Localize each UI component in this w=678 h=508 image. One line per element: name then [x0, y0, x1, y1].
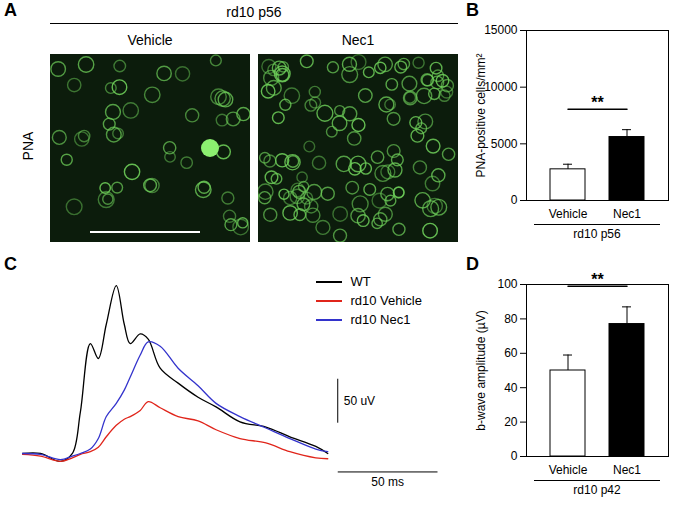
svg-text:0: 0	[511, 449, 518, 463]
svg-text:80: 80	[504, 312, 518, 326]
html-text:C: C	[4, 254, 17, 274]
html-text:B: B	[466, 0, 479, 20]
svg-text:50 ms: 50 ms	[371, 475, 404, 489]
html-text:PNA: PNA	[20, 131, 36, 161]
html-text:rd10 Nec1: rd10 Nec1	[350, 312, 411, 327]
svg-text:40: 40	[504, 381, 518, 395]
svg-text:0: 0	[511, 193, 518, 207]
svg-text:50 uV: 50 uV	[344, 394, 375, 408]
svg-text:20: 20	[504, 415, 518, 429]
svg-text:10000: 10000	[484, 80, 518, 94]
svg-text:PNA-positive cells/mm²: PNA-positive cells/mm²	[474, 53, 488, 177]
svg-text:5000: 5000	[491, 137, 518, 151]
svg-text:15000: 15000	[484, 23, 518, 37]
svg-text:**: **	[591, 271, 604, 288]
html-text:A: A	[4, 0, 17, 20]
svg-text:60: 60	[504, 346, 518, 360]
svg-text:Vehicle: Vehicle	[549, 207, 588, 221]
html-text:rd10 Vehicle: rd10 Vehicle	[350, 293, 422, 308]
html-text:rd10 p56: rd10 p56	[573, 227, 621, 241]
svg-text:Nec1: Nec1	[613, 207, 641, 221]
html-text:D: D	[466, 254, 479, 274]
svg-text:Nec1: Nec1	[613, 463, 641, 477]
html-text:WT: WT	[350, 274, 371, 289]
svg-text:100: 100	[497, 277, 517, 291]
html-text:rd10 p42: rd10 p42	[573, 483, 621, 497]
svg-text:Vehicle: Vehicle	[549, 463, 588, 477]
svg-text:b-wave amplitude (µV): b-wave amplitude (µV)	[474, 310, 488, 430]
html-text:Vehicle: Vehicle	[127, 32, 173, 48]
html-text:rd10 p56: rd10 p56	[226, 4, 282, 20]
html-text:Nec1: Nec1	[341, 32, 375, 48]
svg-text:**: **	[591, 94, 604, 111]
